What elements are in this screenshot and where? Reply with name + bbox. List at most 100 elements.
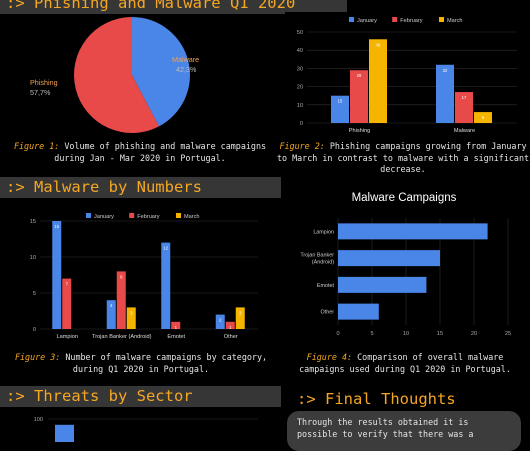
bar-value-label: 4 [110, 303, 113, 308]
pie-slice-malware [132, 17, 190, 127]
bar-value-label: 15 [54, 224, 59, 229]
bar-value-label: 8 [120, 274, 123, 279]
y-tick-label: 10 [30, 255, 36, 261]
bar-value-label: 12 [163, 246, 168, 251]
pie-label-phishing: Phishing [30, 78, 58, 87]
final-thoughts-text: Through the results obtained it is possi… [297, 417, 474, 439]
pie-value-malware: 42,3% [176, 65, 197, 74]
bar-value-label: 6 [482, 115, 485, 120]
header-final-thoughts: :> Final Thoughts [297, 390, 456, 408]
monthly-bar-chart: January February March 0 10 20 30 40 50 15 29 46 Phi… [285, 12, 525, 135]
header-phishing-malware: :> Phishing and Malware Q1 2020 [0, 0, 347, 14]
bar-january [215, 314, 225, 329]
bar-value-label: 1 [175, 325, 178, 330]
figure-3-label: Figure 3: [14, 352, 61, 362]
bar-value-label: 3 [239, 310, 242, 315]
bar-february [455, 92, 473, 123]
figure-1-text: Volume of phishing and malware campaigns… [54, 141, 267, 163]
bar-february [62, 278, 72, 329]
bar-value-label: 15 [338, 99, 343, 104]
bar-value-label: 7 [66, 282, 69, 287]
caption-figure-2: Figure 2: Phishing campaigns growing fro… [276, 141, 530, 176]
hbar [338, 223, 488, 240]
figure-3-text: Number of malware campaigns by category,… [60, 352, 268, 374]
bar-january [106, 300, 116, 329]
figure-2-text: Phishing campaigns growing from January … [276, 141, 530, 174]
final-thoughts-box: Through the results obtained it is possi… [287, 411, 521, 451]
caption-figure-4: Figure 4: Comparison of overall malware … [286, 352, 524, 375]
bar-january [161, 242, 171, 329]
legend-label: February [137, 214, 160, 220]
bar-value-label: 29 [357, 73, 362, 78]
bar-sector [55, 424, 74, 442]
chart-title: Malware Campaigns [352, 192, 457, 204]
legend-swatch [129, 213, 135, 218]
legend-label: March [447, 18, 463, 24]
x-tick-label: 20 [471, 331, 477, 337]
y-tick-label: (Android) [312, 260, 334, 266]
bar-value-label: 17 [462, 95, 467, 100]
y-tick-label: 100 [34, 417, 43, 423]
legend-swatch [349, 17, 354, 22]
bar-january [52, 221, 62, 329]
bar-value-label: 3 [130, 310, 133, 315]
legend-swatch [392, 17, 398, 22]
pie-label-malware: Malware [172, 55, 199, 64]
header-malware-numbers: :> Malware by Numbers [0, 177, 281, 198]
x-tick-label: 15 [437, 331, 443, 337]
bar-march [235, 307, 245, 329]
y-tick-label: 50 [297, 30, 303, 36]
header-threats-sector: :> Threats by Sector [0, 386, 281, 407]
bar-february [171, 321, 181, 329]
bar-february [350, 70, 368, 123]
x-tick-label: Lampion [57, 334, 78, 340]
x-tick-label: 25 [505, 331, 511, 337]
y-tick-label: 20 [297, 85, 303, 91]
legend-label: January [357, 18, 377, 24]
bar-value-label: 2 [219, 318, 222, 323]
hbar [338, 303, 379, 320]
y-tick-label: Trojan Banker [300, 253, 334, 259]
category-bar-chart: January February March 0 5 10 15 15 7 Lampion 4 8 3 T… [12, 207, 270, 345]
hbar [338, 250, 440, 267]
x-tick-label: 10 [403, 331, 409, 337]
bar-march [369, 39, 387, 123]
x-tick-label: Trojan Banker (Android) [92, 334, 152, 340]
legend-label: March [184, 214, 200, 220]
legend-swatch [176, 213, 181, 218]
legend-swatch [439, 17, 444, 22]
legend-label: February [400, 18, 423, 24]
y-tick-label: 0 [33, 327, 36, 333]
bar-january [436, 64, 454, 123]
x-tick-label: Emotet [167, 334, 185, 340]
x-tick-label: Malware [454, 128, 475, 134]
bar-value-label: 1 [229, 325, 232, 330]
bar-january [331, 95, 349, 123]
legend-swatch [86, 213, 91, 218]
y-tick-label: 0 [300, 121, 303, 127]
figure-4-label: Figure 4: [306, 352, 353, 362]
y-tick-label: 15 [30, 219, 36, 225]
pie-value-phishing: 57,7% [30, 88, 51, 97]
bar-february [116, 271, 126, 329]
figure-4-text: Comparison of overall malware campaigns … [299, 352, 511, 374]
x-tick-label: Other [224, 334, 238, 340]
hbar [338, 276, 427, 293]
bar-value-label: 32 [443, 68, 448, 73]
horizontal-bar-chart: Malware Campaigns 0 5 10 15 20 25 Lampion Trojan… [288, 182, 524, 346]
x-tick-label: 5 [370, 331, 373, 337]
x-tick-label: 0 [336, 331, 339, 337]
y-tick-label: 5 [33, 291, 36, 297]
legend-label: January [94, 214, 114, 220]
figure-2-label: Figure 2: [279, 141, 325, 151]
y-tick-label: 40 [297, 48, 303, 54]
x-tick-label: Phishing [349, 128, 370, 134]
bar-march [126, 307, 136, 329]
y-tick-label: Other [321, 310, 335, 316]
figure-1-label: Figure 1: [13, 141, 60, 151]
sector-bar-chart: 75100 [12, 410, 270, 442]
bar-february [225, 321, 235, 329]
y-tick-label: 30 [297, 66, 303, 72]
caption-figure-1: Figure 1: Volume of phishing and malware… [10, 141, 270, 164]
